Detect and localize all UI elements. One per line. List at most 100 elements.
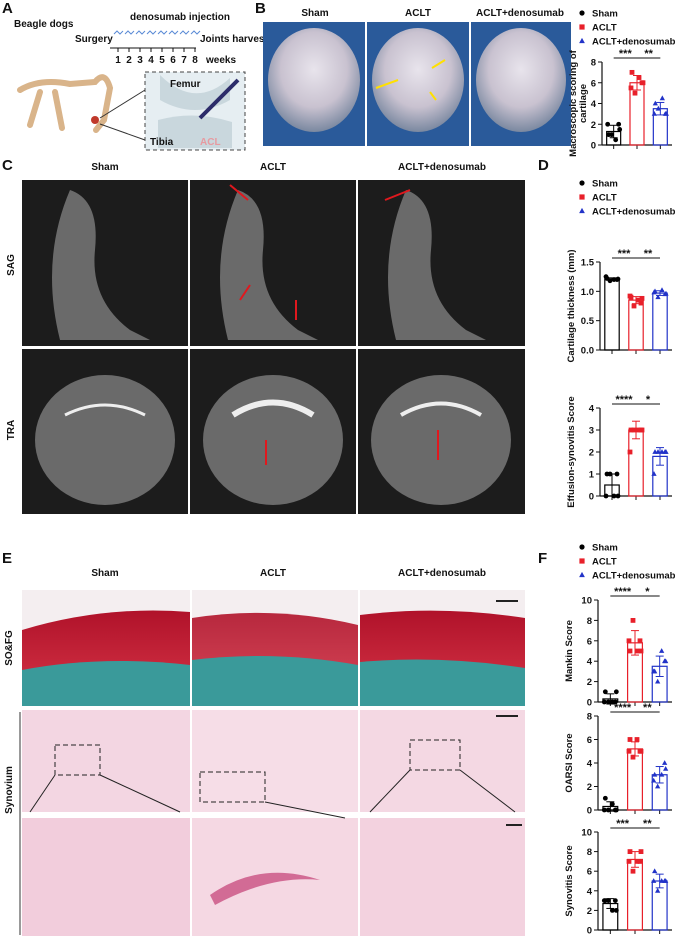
data-point — [602, 795, 608, 801]
data-point — [652, 771, 658, 777]
mri-cartilage — [400, 401, 482, 417]
data-point — [659, 449, 665, 454]
data-point — [609, 908, 615, 913]
y-tick-label: 8 — [587, 712, 592, 723]
femur-label: Femur — [170, 79, 201, 90]
data-point — [609, 801, 615, 807]
data-point — [640, 80, 646, 86]
data-point — [636, 75, 642, 80]
legend-label: ACLT+denosumab — [592, 37, 676, 48]
tibia-shape — [158, 115, 232, 148]
bone — [192, 656, 358, 706]
y-tick-label: 10 — [581, 596, 592, 607]
data-point — [635, 297, 641, 303]
data-point — [631, 303, 637, 309]
y-tick-label: 0.0 — [581, 346, 594, 357]
data-point — [615, 276, 621, 282]
data-point — [601, 898, 607, 903]
y-tick-label: 4 — [589, 404, 595, 415]
data-point — [628, 85, 634, 91]
mri-cartilage — [231, 399, 315, 418]
data-point — [627, 449, 633, 455]
legend-label: ACLT — [592, 193, 617, 204]
bar — [652, 292, 668, 351]
injection-mark — [135, 30, 146, 35]
acl-label: ACL — [200, 137, 221, 148]
zoom-line — [459, 769, 516, 813]
data-point — [627, 648, 633, 654]
bar — [604, 278, 620, 351]
data-point — [662, 760, 668, 765]
panel-b-images: Sham ACLT ACLT+denosumab — [263, 8, 571, 146]
bone — [22, 661, 190, 706]
legend-marker — [579, 544, 585, 550]
data-point — [663, 878, 669, 883]
data-point — [616, 121, 622, 127]
femur-shape — [160, 75, 230, 110]
data-point — [627, 849, 633, 854]
photo-joint — [268, 28, 360, 132]
week-axis: 1 2 3 4 5 6 7 8 weeks — [113, 30, 236, 66]
y-tick-label: 1 — [589, 470, 595, 481]
injection-mark — [190, 30, 201, 35]
data-point — [602, 689, 608, 695]
data-point — [613, 137, 619, 143]
y-tick-label: 2 — [587, 782, 592, 793]
histology — [360, 818, 525, 936]
data-point — [605, 699, 611, 705]
legend-marker — [579, 180, 585, 186]
column-title: ACLT+denosumab — [476, 8, 564, 19]
legend-label: Sham — [592, 9, 618, 20]
a-title: Beagle dogs — [14, 19, 74, 30]
y-tick-label: 0 — [587, 806, 592, 817]
mri-tissue — [220, 190, 318, 340]
data-point — [609, 132, 615, 138]
y-tick-label: 6 — [591, 78, 596, 89]
data-point — [663, 449, 669, 454]
legend-label: ACLT+denosumab — [592, 571, 676, 582]
photo-joint — [372, 28, 464, 132]
panel-label: C — [2, 157, 13, 174]
data-point — [659, 648, 665, 653]
data-point — [612, 898, 618, 903]
significance-label: *** — [619, 48, 633, 60]
data-point — [605, 807, 611, 813]
data-point — [659, 878, 665, 883]
data-point — [615, 493, 621, 499]
data-point — [663, 658, 669, 664]
data-point — [655, 294, 661, 300]
y-tick-label: 0.5 — [581, 316, 595, 327]
y-tick-label: 0 — [589, 492, 594, 503]
zoom-box — [54, 744, 101, 776]
data-point — [617, 127, 623, 132]
y-tick-label: 4 — [587, 886, 593, 897]
y-axis-label: Mankin Score — [564, 620, 575, 682]
legend-marker — [579, 207, 585, 214]
data-point — [627, 737, 633, 742]
mri-tissue — [35, 375, 175, 505]
significance-label: *** — [616, 818, 630, 830]
y-tick-label: 10 — [581, 828, 592, 839]
data-point — [614, 471, 620, 477]
weeks-unit: weeks — [205, 55, 236, 66]
y-tick-label: 1.0 — [581, 287, 594, 298]
data-point — [651, 878, 657, 883]
panel-a: Beagle dogs denosumab injection Surgery … — [14, 12, 268, 151]
data-point — [663, 290, 669, 296]
data-point — [603, 493, 609, 499]
data-point — [634, 648, 640, 654]
knee-spot — [91, 116, 99, 124]
legend-label: Sham — [592, 543, 618, 554]
zoom-line — [264, 801, 346, 819]
column-title: Sham — [301, 8, 328, 19]
zoom-box — [409, 739, 461, 771]
arrow — [239, 284, 251, 301]
mri-tissue — [52, 190, 150, 340]
mri-cartilage — [64, 403, 146, 417]
data-point — [631, 427, 637, 433]
legend-label: Sham — [592, 179, 618, 190]
